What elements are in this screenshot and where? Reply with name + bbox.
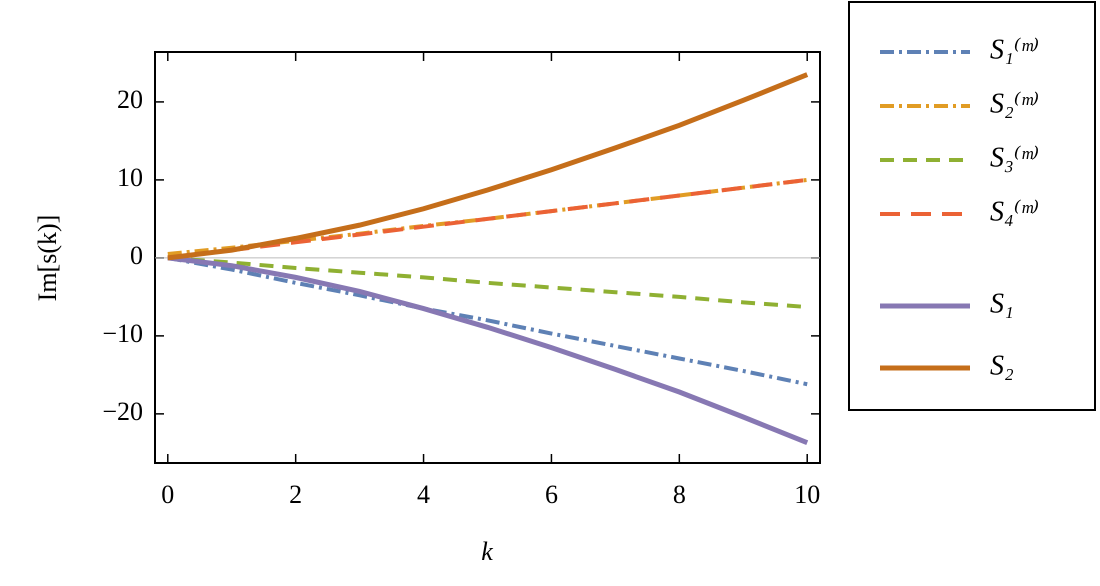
y-tick-label: 20	[117, 85, 143, 114]
x-axis-label: k	[481, 537, 493, 566]
legend-box	[848, 1, 1096, 411]
x-tick-label: 4	[417, 480, 430, 509]
x-tick-label: 8	[673, 480, 686, 509]
x-tick-label: 10	[794, 480, 820, 509]
legend-label: S₁	[990, 288, 1014, 319]
y-tick-label: −10	[102, 319, 143, 348]
legend-label: S₂	[990, 350, 1014, 381]
x-tick-label: 6	[545, 480, 558, 509]
legend-label: S₁⁽ᵐ⁾	[990, 34, 1039, 65]
series-line	[167, 255, 809, 446]
series-line	[167, 177, 808, 260]
legend-label: S₂⁽ᵐ⁾	[990, 88, 1039, 119]
y-tick-label: 10	[117, 163, 143, 192]
series-line	[167, 255, 808, 310]
series-line	[167, 72, 809, 261]
y-tick-label: −20	[102, 397, 143, 426]
legend-label: S₃⁽ᵐ⁾	[990, 142, 1039, 173]
legend-label: S₄⁽ᵐ⁾	[990, 196, 1039, 227]
y-tick-label: 0	[130, 241, 143, 270]
x-tick-label: 0	[161, 480, 174, 509]
x-tick-label: 2	[289, 480, 302, 509]
series-line	[167, 255, 808, 387]
y-axis-label: Im[s(k)]	[33, 215, 62, 302]
